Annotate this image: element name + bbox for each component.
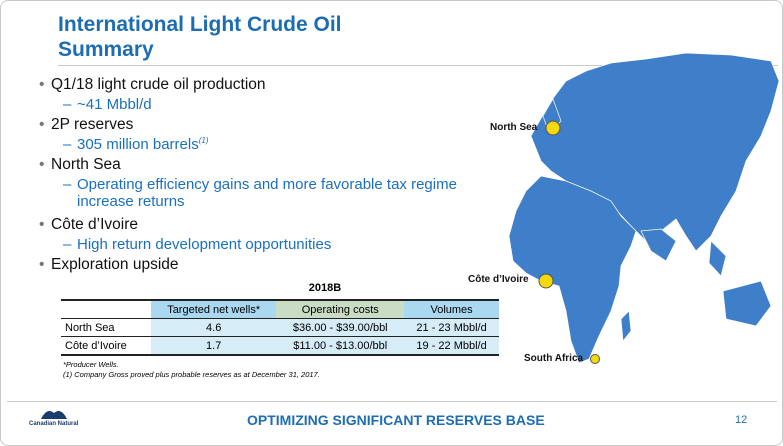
table: Targeted net wells* Operating costs Volu… <box>61 299 499 356</box>
table-cell: 1.7 <box>151 336 277 355</box>
table-cell: $36.00 - $39.00/bbl <box>276 318 405 337</box>
sub-bullet-text: Operating efficiency gains and more favo… <box>77 176 457 210</box>
table-cell: 4.6 <box>151 318 277 337</box>
map-label: South Africa <box>524 353 584 364</box>
table-header: Operating costs <box>276 300 405 319</box>
table-header: Volumes <box>430 303 473 316</box>
sub-bullet: 305 million barrels(1) <box>63 136 497 153</box>
table-cell: 21 - 23 Mbbl/d <box>404 318 499 337</box>
bullet: 2P reserves <box>39 116 133 134</box>
sub-bullet: High return development opportunities <box>63 236 497 253</box>
sub-bullet: ~41 Mbbl/d <box>63 96 497 113</box>
map-label: Côte d’Ivoire <box>468 274 529 285</box>
bullet: Exploration upside <box>39 256 178 274</box>
footnote: *Producer Wells. <box>63 360 119 369</box>
rule <box>7 401 777 402</box>
table-cell: 19 - 22 Mbbl/d <box>404 336 499 355</box>
logo-text: Canadian Natural <box>29 421 79 427</box>
logo-icon <box>41 411 67 419</box>
sub-bullet-text: High return development opportunities <box>77 236 332 253</box>
bullet: Q1/18 light crude oil production <box>39 76 266 94</box>
sub-bullet: Operating efficiency gains and more favo… <box>63 176 497 210</box>
tagline: OPTIMIZING SIGNIFICANT RESERVES BASE <box>247 412 545 428</box>
map-label: North Sea <box>490 122 538 133</box>
table-cell: Côte d’Ivoire <box>65 339 127 352</box>
bullet: North Sea <box>39 156 121 174</box>
table-header <box>61 300 151 319</box>
sub-bullet-text: ~41 Mbbl/d <box>77 96 152 113</box>
map <box>508 52 780 364</box>
bullet: Côte d’Ivoire <box>39 216 138 234</box>
sub-bullet-text: 305 million barrels <box>77 136 199 153</box>
table-header: Targeted net wells* <box>167 303 261 316</box>
table-group-header: 2018B <box>308 282 342 294</box>
table-cell: $11.00 - $13.00/bbl <box>276 336 405 355</box>
page-number: 12 <box>735 414 748 426</box>
title: Summary <box>58 38 154 61</box>
footnote-ref: (1) <box>198 136 209 145</box>
rule <box>58 65 778 66</box>
title: International Light Crude Oil <box>58 13 342 36</box>
table-cell: North Sea <box>65 321 115 334</box>
footnote: (1) Company Gross proved plus probable r… <box>63 370 320 379</box>
